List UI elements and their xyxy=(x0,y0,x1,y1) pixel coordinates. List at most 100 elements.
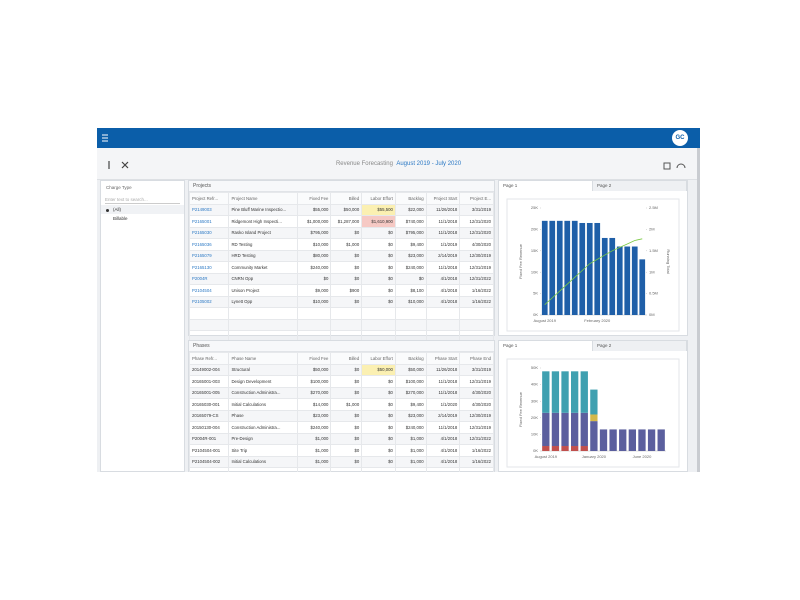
tab[interactable]: Page 2 xyxy=(593,341,687,351)
cell: 12/31/2019 xyxy=(459,421,494,434)
cell: P2105002 xyxy=(188,295,230,308)
column-header[interactable]: Project Refr... xyxy=(188,192,230,205)
column-header[interactable]: Fixed Fee xyxy=(296,352,332,365)
selected-dot xyxy=(106,209,109,212)
cell: $9,400 xyxy=(394,398,427,411)
table-row[interactable]: P2165036 RD Testing $10,000 $1,000 $0 $9,400 1… xyxy=(188,238,494,251)
column-header[interactable]: Backlog xyxy=(394,192,427,205)
tab[interactable]: Page 2 xyxy=(593,181,687,191)
cell: 11/1/2018 xyxy=(425,375,461,388)
column-header[interactable]: Fixed Fee xyxy=(296,192,332,205)
cell: $0 xyxy=(330,295,363,308)
table-row[interactable]: P2165001 Ridgemont High Inspecti... $1,000… xyxy=(188,215,494,228)
scrollbar[interactable] xyxy=(697,148,700,472)
column-header[interactable]: Labor Effort xyxy=(361,192,396,205)
toolbar-icons[interactable] xyxy=(106,160,136,170)
cell: $8,100 xyxy=(394,284,427,297)
filter-title: Charge Type xyxy=(106,185,132,190)
cell: 4/1/2018 xyxy=(425,455,461,468)
table-row[interactable]: P2165079 HRD Testing $80,000 $0 $0 $23,000 2/1… xyxy=(188,249,494,262)
table-row[interactable]: 20165030-001 Initial Calculations $14,000 $… xyxy=(188,398,494,411)
cell: $900 xyxy=(330,284,363,297)
empty-cell xyxy=(459,307,494,320)
table-row[interactable]: P2004R-001 Pre-Design $1,000 $0 $0 $1,000 4/1/… xyxy=(188,432,494,445)
cell: P2104504-001 xyxy=(188,444,230,457)
bar-segment xyxy=(542,412,550,447)
bar-segment xyxy=(609,429,617,451)
empty-cell xyxy=(296,307,332,320)
table-row[interactable]: P2149003 Pine Bluff Marine Inspectio... $5… xyxy=(188,203,494,216)
table-row[interactable]: P2105002 Lynett Opp $10,000 $0 $0 $10,000 4/1/… xyxy=(188,295,494,308)
tab[interactable]: Page 1 xyxy=(499,341,593,351)
cell: 12/31/2020 xyxy=(459,226,494,239)
column-header[interactable]: Phase Name xyxy=(228,352,298,365)
running-total-line xyxy=(544,238,643,306)
cell: $795,000 xyxy=(296,226,332,239)
cell: $1,000 xyxy=(296,455,332,468)
empty-row xyxy=(188,307,494,320)
bar xyxy=(564,220,571,315)
period[interactable]: August 2019 - July 2020 xyxy=(396,161,462,167)
y2-tick-label: 2.5M xyxy=(649,205,658,210)
cell: $0 xyxy=(361,375,396,388)
column-header[interactable]: Labor Effort xyxy=(361,352,396,365)
bar-segment xyxy=(580,446,588,451)
empty-cell xyxy=(361,307,396,320)
filter-item[interactable]: Billable xyxy=(113,216,128,221)
tab[interactable]: Page 1 xyxy=(499,181,593,191)
table-row[interactable]: 20150130-004 Construction Administra... $2… xyxy=(188,421,494,434)
bar-segment xyxy=(590,421,598,451)
column-header[interactable]: Project Name xyxy=(228,192,298,205)
table-row[interactable]: P2104504 Unison Project $9,000 $900 $0 $8,100… xyxy=(188,284,494,297)
cell: $0 xyxy=(330,363,363,376)
cell: $0 xyxy=(330,444,363,457)
column-header[interactable]: Backlog xyxy=(394,352,427,365)
cell: P2165036 xyxy=(188,238,230,251)
filter-item[interactable]: (All) xyxy=(101,205,184,214)
cell: $55,500 xyxy=(361,203,396,216)
cell: 4/1/2018 xyxy=(425,432,461,445)
y2-axis-title: Running Total xyxy=(666,249,671,274)
table-row[interactable]: P2104504-002 Initial Calculations $1,000 $0… xyxy=(188,455,494,468)
bar xyxy=(541,220,548,315)
cell: Construction Administra... xyxy=(228,421,298,434)
column-header[interactable]: Project E... xyxy=(459,192,494,205)
cell: $1,000 xyxy=(296,432,332,445)
bar xyxy=(571,220,578,315)
column-header[interactable]: Project Start xyxy=(425,192,461,205)
cell: $0 xyxy=(361,432,396,445)
toolbar-right-icons[interactable] xyxy=(663,160,687,170)
table-row[interactable]: P2165130 Community Market $240,000 $0 $0 $240… xyxy=(188,261,494,274)
cell: $0 xyxy=(361,272,396,285)
menu-icon[interactable] xyxy=(101,134,109,142)
cell: $100,000 xyxy=(394,375,427,388)
table-row[interactable]: 20149002-004 Structural $50,000 $0 $50,000 $5… xyxy=(188,363,494,376)
cell: $0 xyxy=(361,455,396,468)
bar-segment xyxy=(551,371,560,413)
cell: Initial Calculations xyxy=(228,455,298,468)
table-row[interactable]: P2104504-001 Site Trip $1,000 $0 $0 $1,000 4/1… xyxy=(188,444,494,457)
column-header[interactable]: Phase Refr... xyxy=(188,352,230,365)
table-row[interactable]: 20165001-005 Construction Administra... $2… xyxy=(188,386,494,399)
column-header[interactable]: Billed xyxy=(330,192,363,205)
search-box[interactable]: Enter text to search... xyxy=(105,195,180,204)
table-row[interactable]: P2165030 Rasko Island Project $795,000 $0 $0… xyxy=(188,226,494,239)
chart-panel: Page 1 Page 2 0K 10K 20K 30K 40K 50K Fixed Fee R… xyxy=(498,340,688,472)
column-header[interactable]: Phase End xyxy=(459,352,494,365)
cell: Phase xyxy=(228,409,298,422)
cell: $0 xyxy=(330,261,363,274)
title: Revenue Forecasting xyxy=(335,161,393,167)
bar-segment xyxy=(542,446,550,451)
table-row[interactable]: 20165079-CS Phase $23,000 $0 $0 $23,000 2/14/2… xyxy=(188,409,494,422)
empty-cell xyxy=(188,307,230,320)
column-header[interactable]: Billed xyxy=(330,352,363,365)
cell: Lynett Opp xyxy=(228,295,298,308)
cell: $740,000 xyxy=(394,215,427,228)
cell: 4/30/2020 xyxy=(459,238,494,251)
table-row[interactable]: P2004R CNRN Opp $0 $0 $0 $0 4/1/2018 12/31/2022 xyxy=(188,272,494,285)
table-row[interactable]: 20165001-003 Design Development $100,000 $0… xyxy=(188,375,494,388)
column-header[interactable]: Phase Start xyxy=(425,352,461,365)
avatar[interactable]: GC xyxy=(672,130,688,146)
cell: 12/31/2022 xyxy=(459,432,494,445)
empty-cell xyxy=(188,318,230,331)
